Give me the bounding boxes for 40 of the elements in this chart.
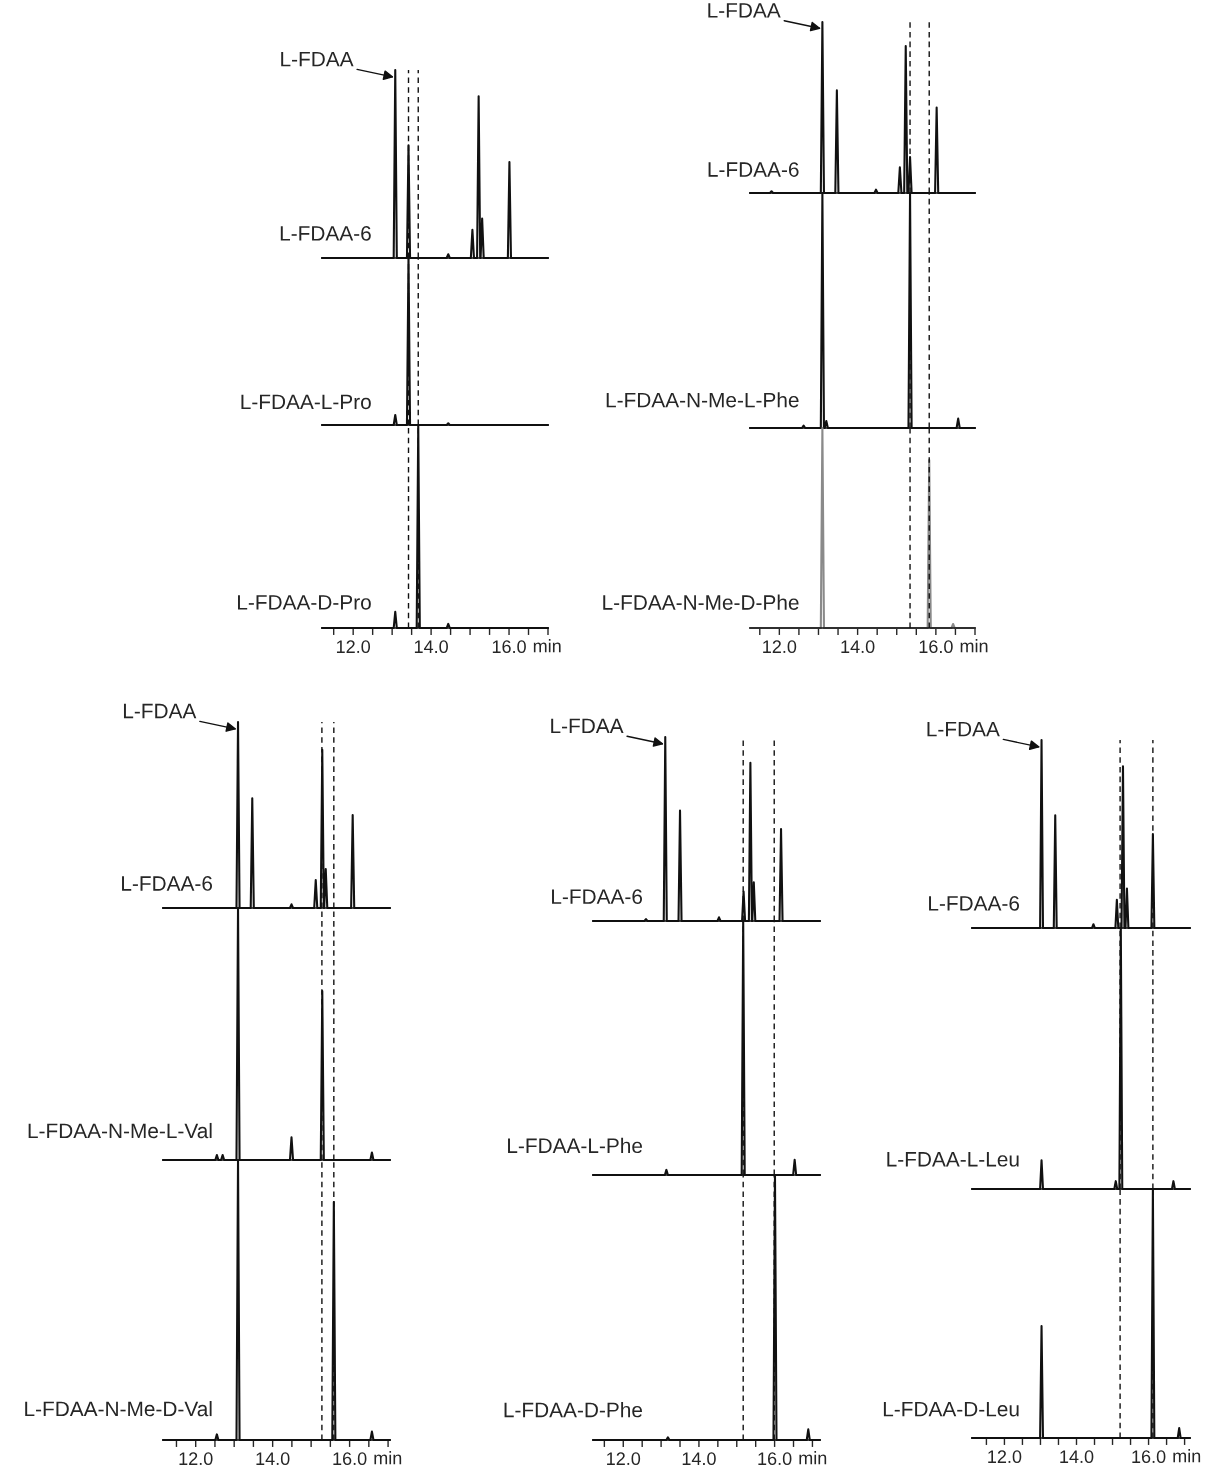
series-label: L-FDAA-N-Me-L-Phe [606,392,799,408]
series-label: L-FDAA-6 [280,225,371,241]
x-tick-label: 12.0 [179,1452,213,1466]
series-label: L-FDAA-6 [552,889,643,904]
series-label: L-FDAA-L-Phe [508,1137,643,1154]
series-label: L-FDAA-D-Pro [238,595,371,610]
series-label: L-FDAA-L-Leu [887,1152,1019,1167]
annotation: L-FDAA [708,3,781,18]
annotation: L-FDAA [281,51,354,67]
x-tick-label: 14.0 [1060,1450,1094,1464]
x-axis-title: min [1173,1449,1201,1463]
series-label: L-FDAA-D-Phe [504,1402,643,1418]
x-tick-label: 14.0 [256,1452,290,1466]
series-label: L-FDAA-N-Me-L-Val [28,1122,212,1139]
series-label: L-FDAA-6 [122,876,213,891]
x-tick-label: 16.0 [758,1452,792,1466]
annotation: L-FDAA [551,718,624,734]
x-tick-label: 16.0 [492,640,526,654]
series-label: L-FDAA-N-Me-D-Phe [603,594,799,610]
x-tick-label: 14.0 [414,640,448,654]
x-axis-title: min [960,639,988,653]
x-axis-title: min [533,639,561,653]
x-tick-label: 12.0 [763,640,797,654]
annotation: L-FDAA [927,721,1000,737]
x-tick-label: 14.0 [841,640,875,654]
x-tick-label: 16.0 [333,1452,367,1466]
x-axis-title: min [799,1451,827,1465]
x-tick-label: 14.0 [682,1452,716,1466]
series-label: L-FDAA-6 [929,895,1020,911]
x-tick-label: 12.0 [336,640,371,654]
x-axis-title: min [374,1451,402,1465]
series-label: L-FDAA-L-Pro [241,394,371,410]
x-tick-label: 12.0 [607,1452,641,1466]
series-label: L-FDAA-D-Leu [883,1401,1019,1417]
x-tick-label: 12.0 [988,1450,1022,1464]
annotation: L-FDAA [123,703,197,719]
series-label: L-FDAA-6 [708,162,799,177]
x-tick-label: 16.0 [1132,1450,1166,1464]
x-tick-label: 16.0 [919,640,953,654]
series-label: L-FDAA-N-Me-D-Val [25,1400,212,1417]
